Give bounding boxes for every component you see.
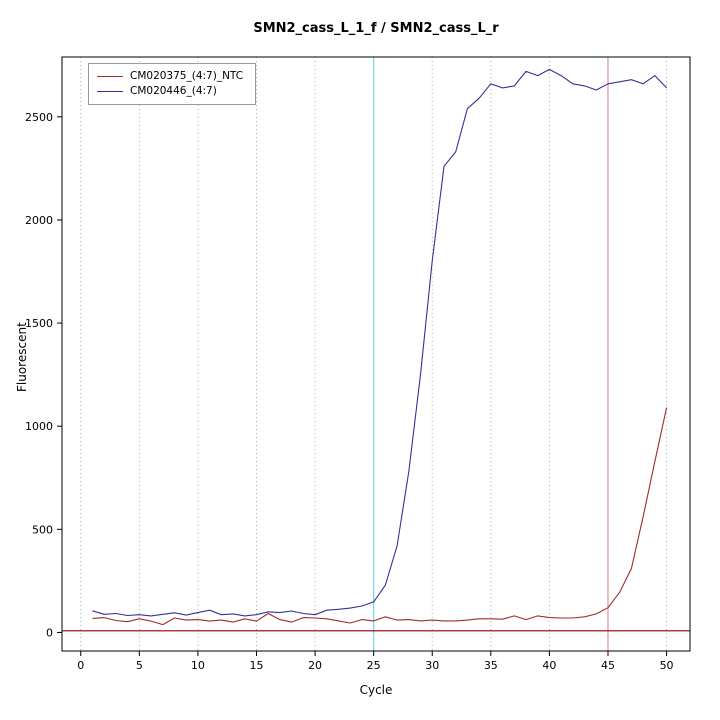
series-line [92, 407, 668, 626]
x-tick-label: 20 [308, 659, 322, 672]
x-tick-label: 0 [77, 659, 84, 672]
x-tick-label: 45 [601, 659, 615, 672]
y-tick-label: 1500 [25, 317, 53, 330]
x-tick-label: 35 [484, 659, 498, 672]
y-axis-label: Fluorescent [15, 322, 29, 392]
plot-border [61, 56, 691, 652]
y-tick-label: 500 [32, 523, 53, 536]
x-tick-label: 50 [660, 659, 674, 672]
x-tick-label: 10 [191, 659, 205, 672]
x-tick-label: 15 [249, 659, 263, 672]
series-line [92, 68, 667, 617]
legend-line-sample-blue [97, 91, 123, 92]
legend-item-ntc: CM020375_(4:7)_NTC [97, 69, 243, 84]
chart-title: SMN2_cass_L_1_f / SMN2_cass_L_r [253, 21, 499, 36]
legend-line-sample-red [97, 76, 123, 77]
x-tick-label: 30 [425, 659, 439, 672]
y-tick-label: 0 [46, 626, 53, 639]
y-tick-label: 1000 [25, 420, 53, 433]
legend-label-ntc: CM020375_(4:7)_NTC [130, 70, 244, 82]
y-tick-label: 2000 [25, 214, 53, 227]
y-tick-label: 2500 [25, 111, 53, 124]
x-tick-label: 40 [542, 659, 556, 672]
x-tick-label: 25 [367, 659, 381, 672]
x-axis-label: Cycle [359, 683, 393, 697]
legend: CM020375_(4:7)_NTC CM020446_(4:7) [88, 63, 257, 105]
x-tick-label: 5 [136, 659, 143, 672]
legend-item-sample: CM020446_(4:7) [97, 84, 243, 99]
legend-label-sample: CM020446_(4:7) [130, 85, 217, 97]
